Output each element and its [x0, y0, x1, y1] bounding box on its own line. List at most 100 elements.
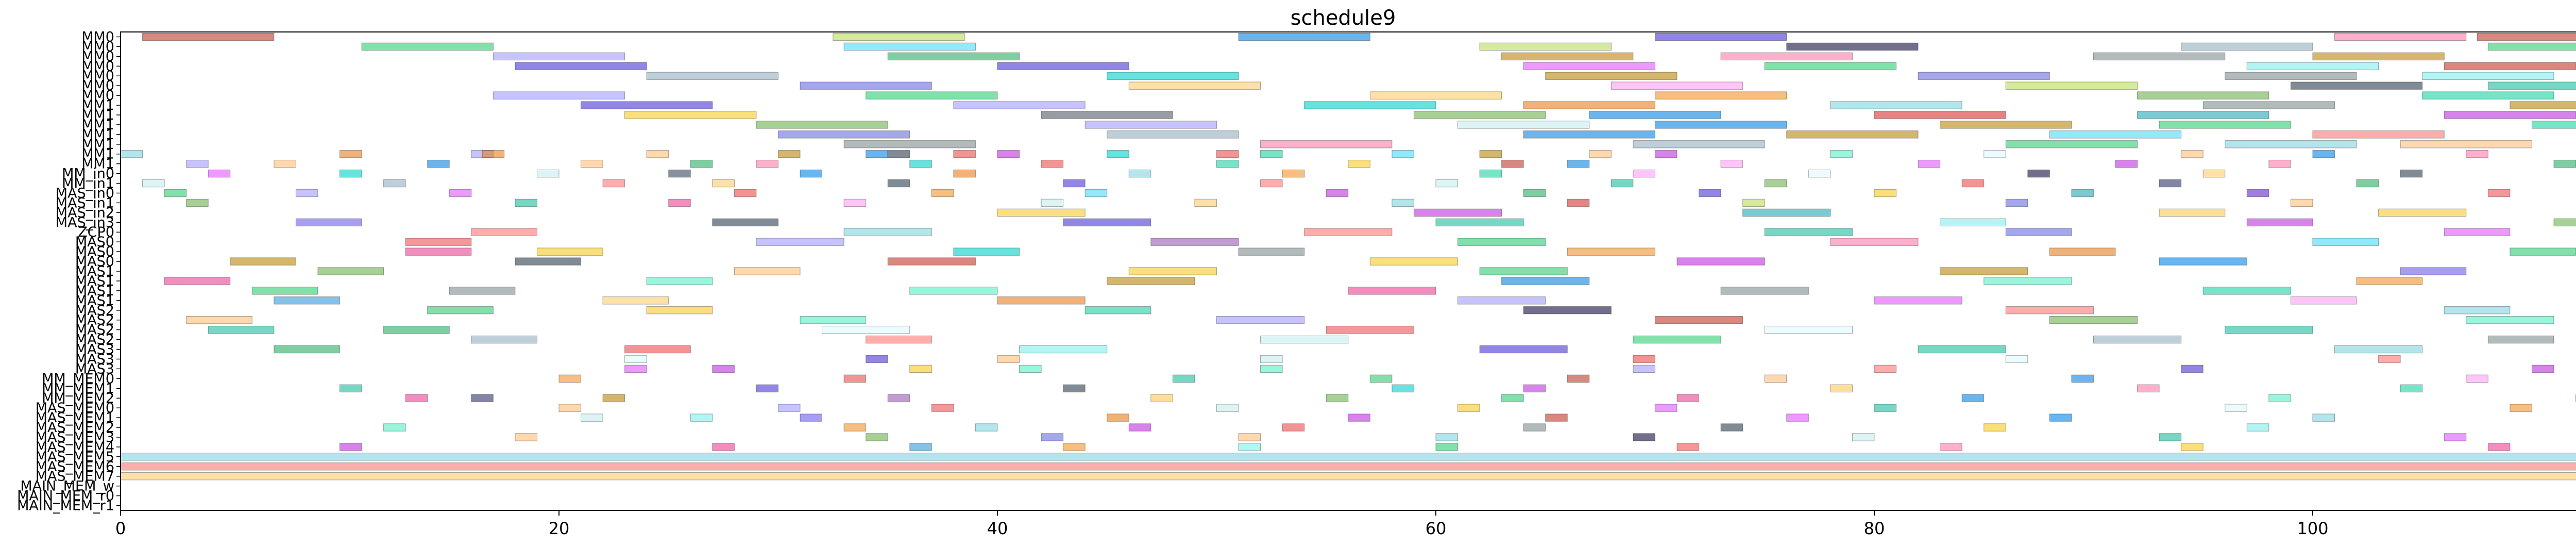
task-bar: [1085, 307, 1151, 314]
task-bar: [713, 365, 735, 372]
task-bar: [1326, 326, 1414, 333]
task-bar: [449, 287, 515, 294]
task-bar: [340, 170, 362, 177]
task-bar: [1282, 424, 1304, 431]
task-bar: [2203, 287, 2291, 294]
task-bar: [1918, 72, 2049, 79]
task-bar: [1611, 82, 1742, 89]
task-bar: [1436, 434, 1458, 441]
task-bar: [121, 151, 143, 158]
task-bar: [1633, 170, 1655, 177]
task-bar: [1523, 131, 1655, 138]
task-bar: [1502, 160, 1524, 167]
task-bar: [2093, 336, 2181, 343]
task-bar: [1348, 287, 1436, 294]
x-tick-label: 80: [1864, 519, 1885, 538]
task-bar: [2225, 404, 2247, 411]
task-bar: [187, 316, 252, 323]
task-bar: [2247, 424, 2269, 431]
task-bar: [340, 443, 362, 451]
task-bar: [647, 72, 778, 79]
x-tick-label: 0: [115, 519, 126, 538]
task-bar: [1721, 160, 1743, 167]
task-bar: [1216, 160, 1239, 167]
task-bar: [2225, 72, 2357, 79]
task-bar: [1874, 365, 1896, 372]
task-bar: [1765, 228, 1852, 236]
task-bar: [1129, 82, 1260, 89]
task-bar: [1787, 43, 1918, 50]
task-bar: [778, 131, 909, 138]
task-bar: [2444, 111, 2575, 119]
task-bar: [800, 170, 822, 177]
task-bar: [143, 179, 165, 187]
task-bar: [713, 443, 735, 451]
task-bar: [647, 277, 713, 285]
task-bar: [2269, 160, 2291, 167]
task-bar: [2444, 228, 2510, 236]
task-bar: [1480, 345, 1567, 353]
task-bar: [1655, 92, 1786, 99]
task-bar: [1874, 404, 1896, 411]
task-bar: [2159, 121, 2291, 128]
task-bar: [1085, 189, 1107, 196]
task-bar: [1458, 238, 1546, 245]
task-bar: [997, 297, 1085, 304]
task-bar: [844, 424, 866, 431]
task-bar: [690, 160, 713, 167]
task-bar: [2379, 355, 2401, 362]
x-tick-label: 100: [2297, 519, 2328, 538]
task-bar: [208, 326, 274, 333]
task-bar: [844, 141, 975, 148]
task-bar: [1721, 424, 1743, 431]
task-bar: [1984, 151, 2006, 158]
task-bar: [1239, 33, 1370, 40]
task-bar: [2247, 219, 2313, 226]
task-bar: [1502, 277, 1589, 285]
task-bar: [1063, 179, 1086, 187]
task-bar: [844, 43, 975, 50]
task-bar: [2334, 345, 2422, 353]
task-bar: [1831, 151, 1853, 158]
task-bars: [121, 33, 2576, 480]
task-bar: [2313, 238, 2379, 245]
task-bar: [428, 307, 494, 314]
task-bar: [1918, 345, 2006, 353]
task-bar: [975, 424, 997, 431]
task-bar: [910, 160, 932, 167]
task-bar: [1808, 170, 1831, 177]
task-bar: [559, 404, 581, 411]
task-bar: [866, 355, 888, 362]
task-bar: [2049, 131, 2181, 138]
task-bar: [888, 179, 910, 187]
task-bar: [1633, 141, 1765, 148]
task-bar: [2313, 131, 2444, 138]
task-bar: [1041, 111, 1173, 119]
task-bar: [954, 170, 976, 177]
task-bar: [1589, 151, 1612, 158]
task-bar: [449, 189, 471, 196]
task-bar: [1523, 307, 1611, 314]
task-bar: [1261, 141, 1392, 148]
chart-title: schedule9: [1291, 6, 1396, 30]
task-bar: [2422, 92, 2554, 99]
task-bar: [1020, 365, 1042, 372]
task-bar: [2466, 375, 2488, 382]
task-bar: [515, 62, 647, 70]
task-bar: [1677, 394, 1699, 402]
task-bar: [1633, 355, 1655, 362]
task-bar: [2379, 209, 2466, 216]
task-bar: [230, 258, 296, 265]
task-bar: [669, 170, 691, 177]
task-bar: [931, 404, 954, 411]
task-bar: [2049, 414, 2072, 421]
task-bar: [1261, 179, 1283, 187]
task-bar: [1063, 219, 1151, 226]
task-bar: [1874, 111, 2006, 119]
task-bar: [756, 121, 888, 128]
task-bar: [1721, 53, 1852, 60]
task-bar: [537, 170, 559, 177]
